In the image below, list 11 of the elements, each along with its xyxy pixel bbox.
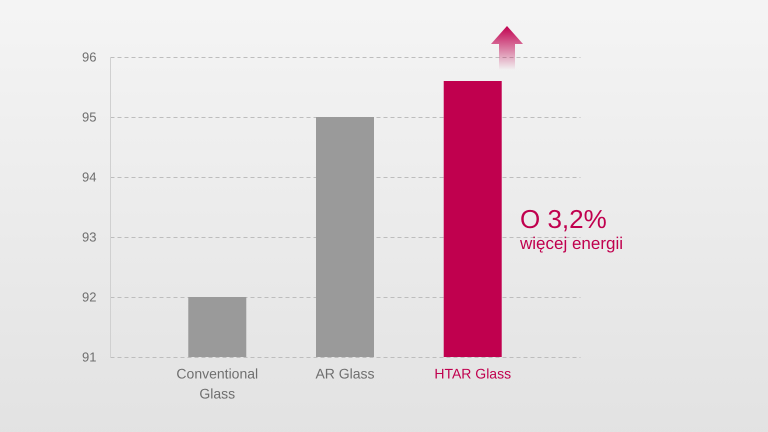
x-tick-label: Conventional Glass (176, 366, 258, 402)
x-tick-label: AR Glass (315, 366, 375, 382)
y-tick-label: 93 (82, 230, 96, 244)
y-tick-label: 94 (82, 170, 96, 184)
annotation: więcej energii (519, 234, 623, 253)
annotation: O 3,2% (520, 204, 607, 234)
y-tick-label: 91 (82, 350, 96, 364)
x-tick-label: HTAR Glass (434, 366, 512, 382)
y-tick-label: 92 (82, 290, 96, 304)
y-tick-label: 95 (82, 110, 96, 124)
y-tick-label: 96 (82, 50, 96, 64)
